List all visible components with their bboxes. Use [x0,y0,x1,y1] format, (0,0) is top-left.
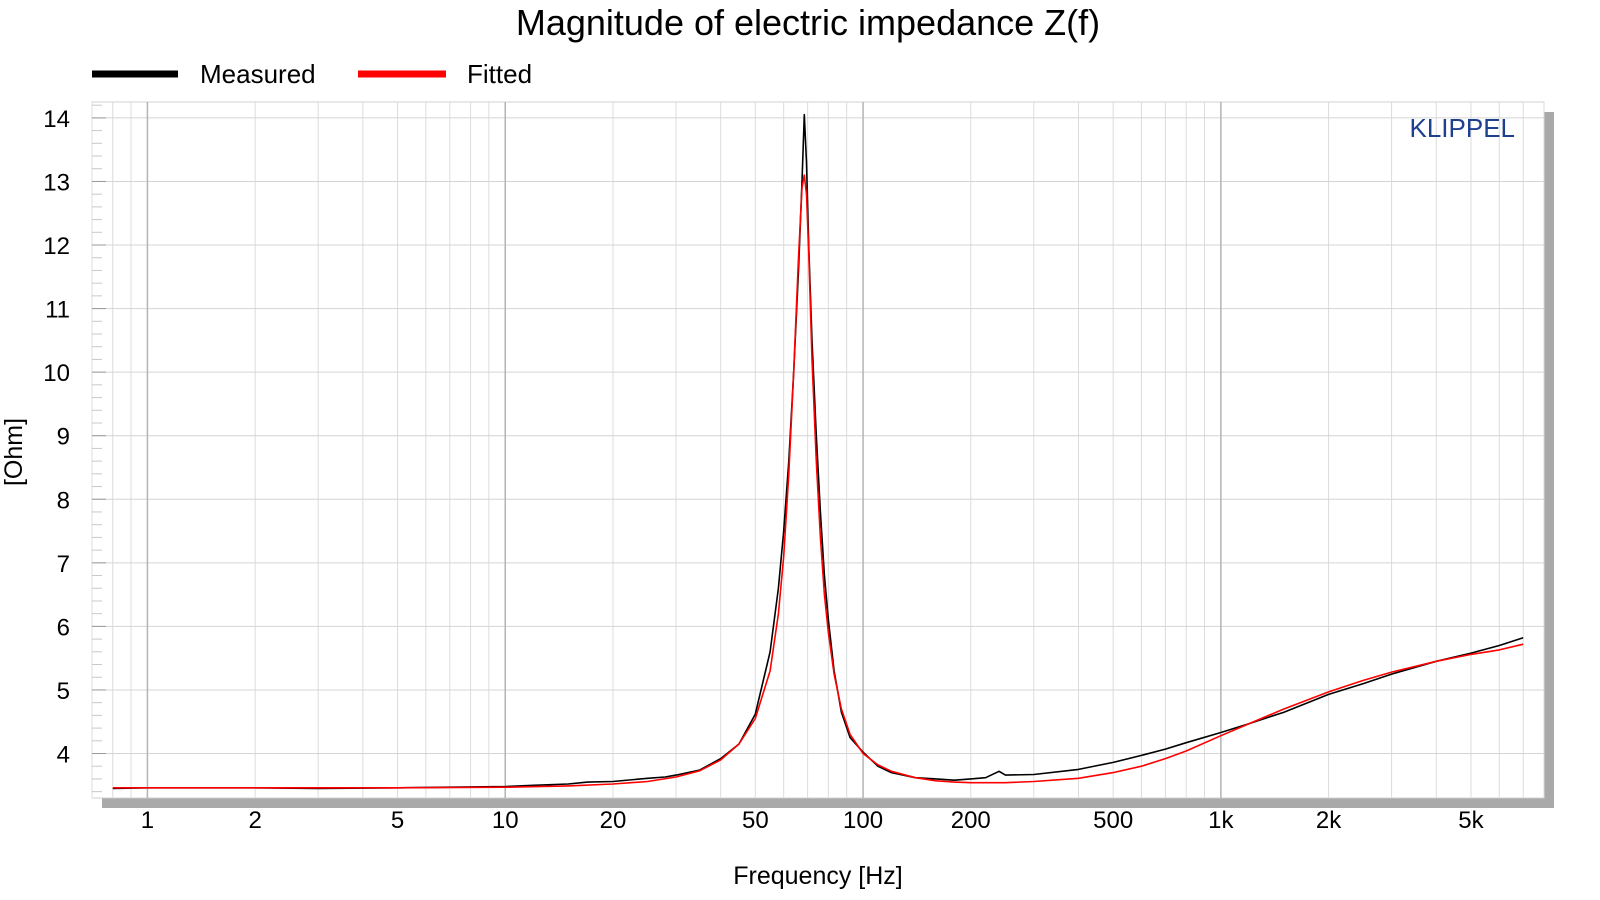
chart-title: Magnitude of electric impedance Z(f) [516,2,1100,43]
x-tick-label: 10 [492,807,519,834]
x-axis-label: Frequency [Hz] [733,862,903,890]
y-tick-label: 7 [57,551,70,578]
y-tick-label: 11 [45,297,70,324]
y-tick-label: 14 [43,106,70,133]
y-tick-label: 4 [57,742,70,769]
minor-y-ticks [92,104,106,793]
x-tick-label: 20 [600,807,627,834]
klippel-watermark: KLIPPEL [1409,113,1515,143]
y-tick-label: 12 [43,233,70,260]
series-lines [112,113,1524,790]
x-tick-label: 2 [248,807,261,834]
x-tick-label: 5 [391,807,404,834]
x-tick-label: 100 [843,807,883,834]
plot-area [91,101,1545,799]
legend-label-measured: Measured [200,59,316,89]
x-tick-label: 1 [141,807,154,834]
x-tick-label: 200 [951,807,991,834]
y-tick-label: 9 [57,424,70,451]
y-axis-label: [Ohm] [0,418,28,486]
y-tick-label: 13 [43,169,70,196]
y-tick-label: 10 [43,360,70,387]
x-tick-label: 1k [1208,807,1234,834]
x-tick-label: 50 [742,807,769,834]
x-tick-label: 2k [1316,807,1342,834]
y-tick-labels: 4 5 6 7 8 9 10 11 12 13 14 [43,106,70,769]
x-tick-label: 500 [1093,807,1133,834]
major-grid [146,102,1222,798]
y-tick-label: 5 [57,678,70,705]
x-tick-labels: 1 2 5 10 20 50 100 200 500 1k 2k 5k [141,807,1485,834]
legend: Measured Fitted [92,59,532,89]
legend-label-fitted: Fitted [467,59,532,89]
y-tick-label: 8 [57,487,70,514]
series-line-measured [112,113,1524,790]
y-tick-label: 6 [57,614,70,641]
series-line-fitted [112,174,1524,789]
x-tick-label: 5k [1458,807,1484,834]
